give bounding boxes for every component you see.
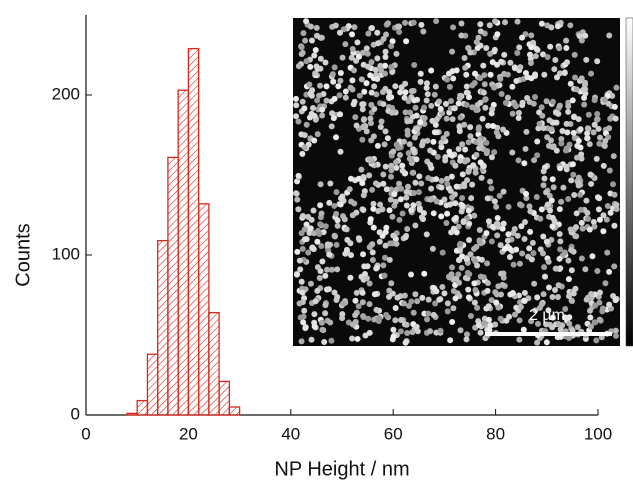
bar bbox=[167, 156, 179, 416]
bar bbox=[136, 399, 149, 416]
x-tick-label: 100 bbox=[584, 424, 612, 443]
x-tick-label: 60 bbox=[384, 424, 403, 443]
x-axis-label: NP Height / nm bbox=[274, 458, 409, 480]
x-tick-label: 20 bbox=[179, 424, 198, 443]
particles bbox=[293, 18, 620, 346]
bar bbox=[208, 311, 220, 416]
bar bbox=[187, 47, 200, 416]
afm-inset: 2 µm bbox=[293, 17, 633, 347]
bar bbox=[126, 412, 138, 416]
y-tick-label: 100 bbox=[52, 244, 80, 263]
scale-label: 2 µm bbox=[529, 307, 565, 324]
bar bbox=[218, 380, 231, 416]
colorbar bbox=[625, 17, 633, 347]
y-tick-label: 200 bbox=[52, 84, 80, 103]
y-axis-label: Counts bbox=[12, 223, 34, 286]
bar bbox=[197, 203, 210, 416]
x-tick-label: 80 bbox=[486, 424, 505, 443]
bar bbox=[146, 353, 159, 416]
x-tick-label: 0 bbox=[81, 424, 90, 443]
bar bbox=[177, 89, 190, 416]
bar bbox=[228, 406, 241, 416]
y-tick-label: 0 bbox=[71, 404, 80, 423]
x-tick-label: 40 bbox=[281, 424, 300, 443]
bar bbox=[157, 239, 169, 416]
